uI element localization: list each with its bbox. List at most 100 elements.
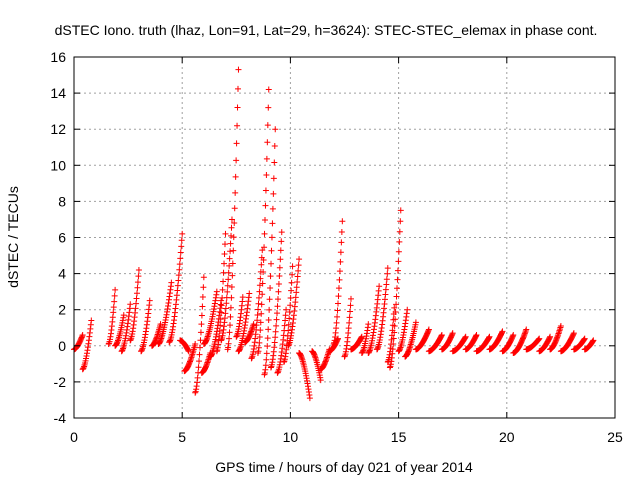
data-point	[345, 325, 352, 332]
data-point	[197, 329, 204, 336]
data-point	[176, 261, 183, 268]
data-point	[133, 295, 140, 302]
data-point	[294, 278, 301, 285]
data-points	[71, 66, 597, 402]
data-point	[270, 175, 277, 182]
data-point	[134, 284, 141, 291]
data-point	[264, 122, 271, 129]
data-point	[246, 290, 253, 297]
data-point	[336, 268, 343, 275]
data-point	[235, 66, 242, 73]
data-point	[265, 86, 272, 93]
data-point	[570, 330, 577, 337]
data-point	[135, 273, 142, 280]
data-point	[234, 85, 241, 92]
data-point	[174, 282, 181, 289]
data-point	[286, 315, 293, 322]
data-point	[267, 284, 274, 291]
data-point	[391, 329, 398, 336]
data-point	[293, 289, 300, 296]
data-point	[232, 189, 239, 196]
data-point	[200, 284, 207, 291]
data-point	[339, 218, 346, 225]
axis-ticks: 0 5 10 15 20 25 -4 -2 0 2 4 6 8 10 12 14 16	[50, 49, 623, 445]
data-point	[346, 319, 353, 326]
data-point	[547, 333, 554, 340]
x-tick-label: 5	[178, 429, 186, 445]
data-point	[255, 300, 262, 307]
data-point	[462, 333, 469, 340]
data-point	[230, 234, 237, 241]
data-point	[384, 265, 391, 272]
data-point	[274, 310, 281, 317]
data-point	[390, 335, 397, 342]
data-point	[358, 333, 365, 340]
data-point	[282, 312, 289, 319]
data-point	[337, 249, 344, 256]
x-tick-label: 20	[499, 429, 515, 445]
data-point	[226, 335, 233, 342]
data-point	[200, 274, 207, 281]
data-point	[383, 281, 390, 288]
data-point	[234, 104, 241, 111]
data-point	[258, 301, 265, 308]
data-point	[283, 306, 290, 313]
data-point	[412, 319, 419, 326]
data-point	[79, 331, 86, 338]
data-point	[221, 241, 228, 248]
y-tick-label: 12	[50, 121, 66, 137]
data-point	[337, 258, 344, 265]
data-point	[112, 286, 119, 293]
data-point	[396, 238, 403, 245]
data-point	[192, 340, 199, 347]
data-point	[293, 284, 300, 291]
data-point	[120, 312, 127, 319]
data-point	[383, 276, 390, 283]
data-point	[272, 126, 279, 133]
data-point	[176, 266, 183, 273]
data-point	[239, 294, 246, 301]
data-point	[288, 279, 295, 286]
data-point	[227, 313, 234, 320]
data-point	[262, 202, 269, 209]
data-point	[397, 218, 404, 225]
data-point	[259, 291, 266, 298]
data-point	[196, 358, 203, 365]
data-point	[338, 228, 345, 235]
data-point	[275, 280, 282, 287]
data-point	[218, 302, 225, 309]
data-point	[254, 311, 261, 318]
data-point	[347, 295, 354, 302]
data-point	[133, 300, 140, 307]
data-point	[396, 228, 403, 235]
data-point	[224, 282, 231, 289]
x-tick-label: 25	[607, 429, 623, 445]
data-point	[267, 273, 274, 280]
data-point	[260, 269, 267, 276]
data-point	[220, 278, 227, 285]
data-point	[295, 267, 302, 274]
data-point	[177, 255, 184, 262]
data-point	[271, 159, 278, 166]
data-point	[499, 328, 506, 335]
data-point	[175, 272, 182, 279]
data-point	[261, 244, 268, 251]
data-point	[110, 309, 117, 316]
data-point	[218, 309, 225, 316]
data-point	[177, 249, 184, 256]
data-point	[393, 301, 400, 308]
data-point	[336, 276, 343, 283]
data-point	[220, 269, 227, 276]
data-point	[382, 286, 389, 293]
data-point	[262, 362, 269, 369]
data-point	[271, 143, 278, 150]
data-point	[225, 340, 232, 347]
data-point	[282, 317, 289, 324]
data-point	[274, 296, 281, 303]
data-point	[394, 267, 401, 274]
data-point	[395, 258, 402, 265]
data-point	[557, 322, 564, 329]
data-point	[438, 331, 445, 338]
data-point	[228, 232, 235, 239]
data-point	[265, 104, 272, 111]
